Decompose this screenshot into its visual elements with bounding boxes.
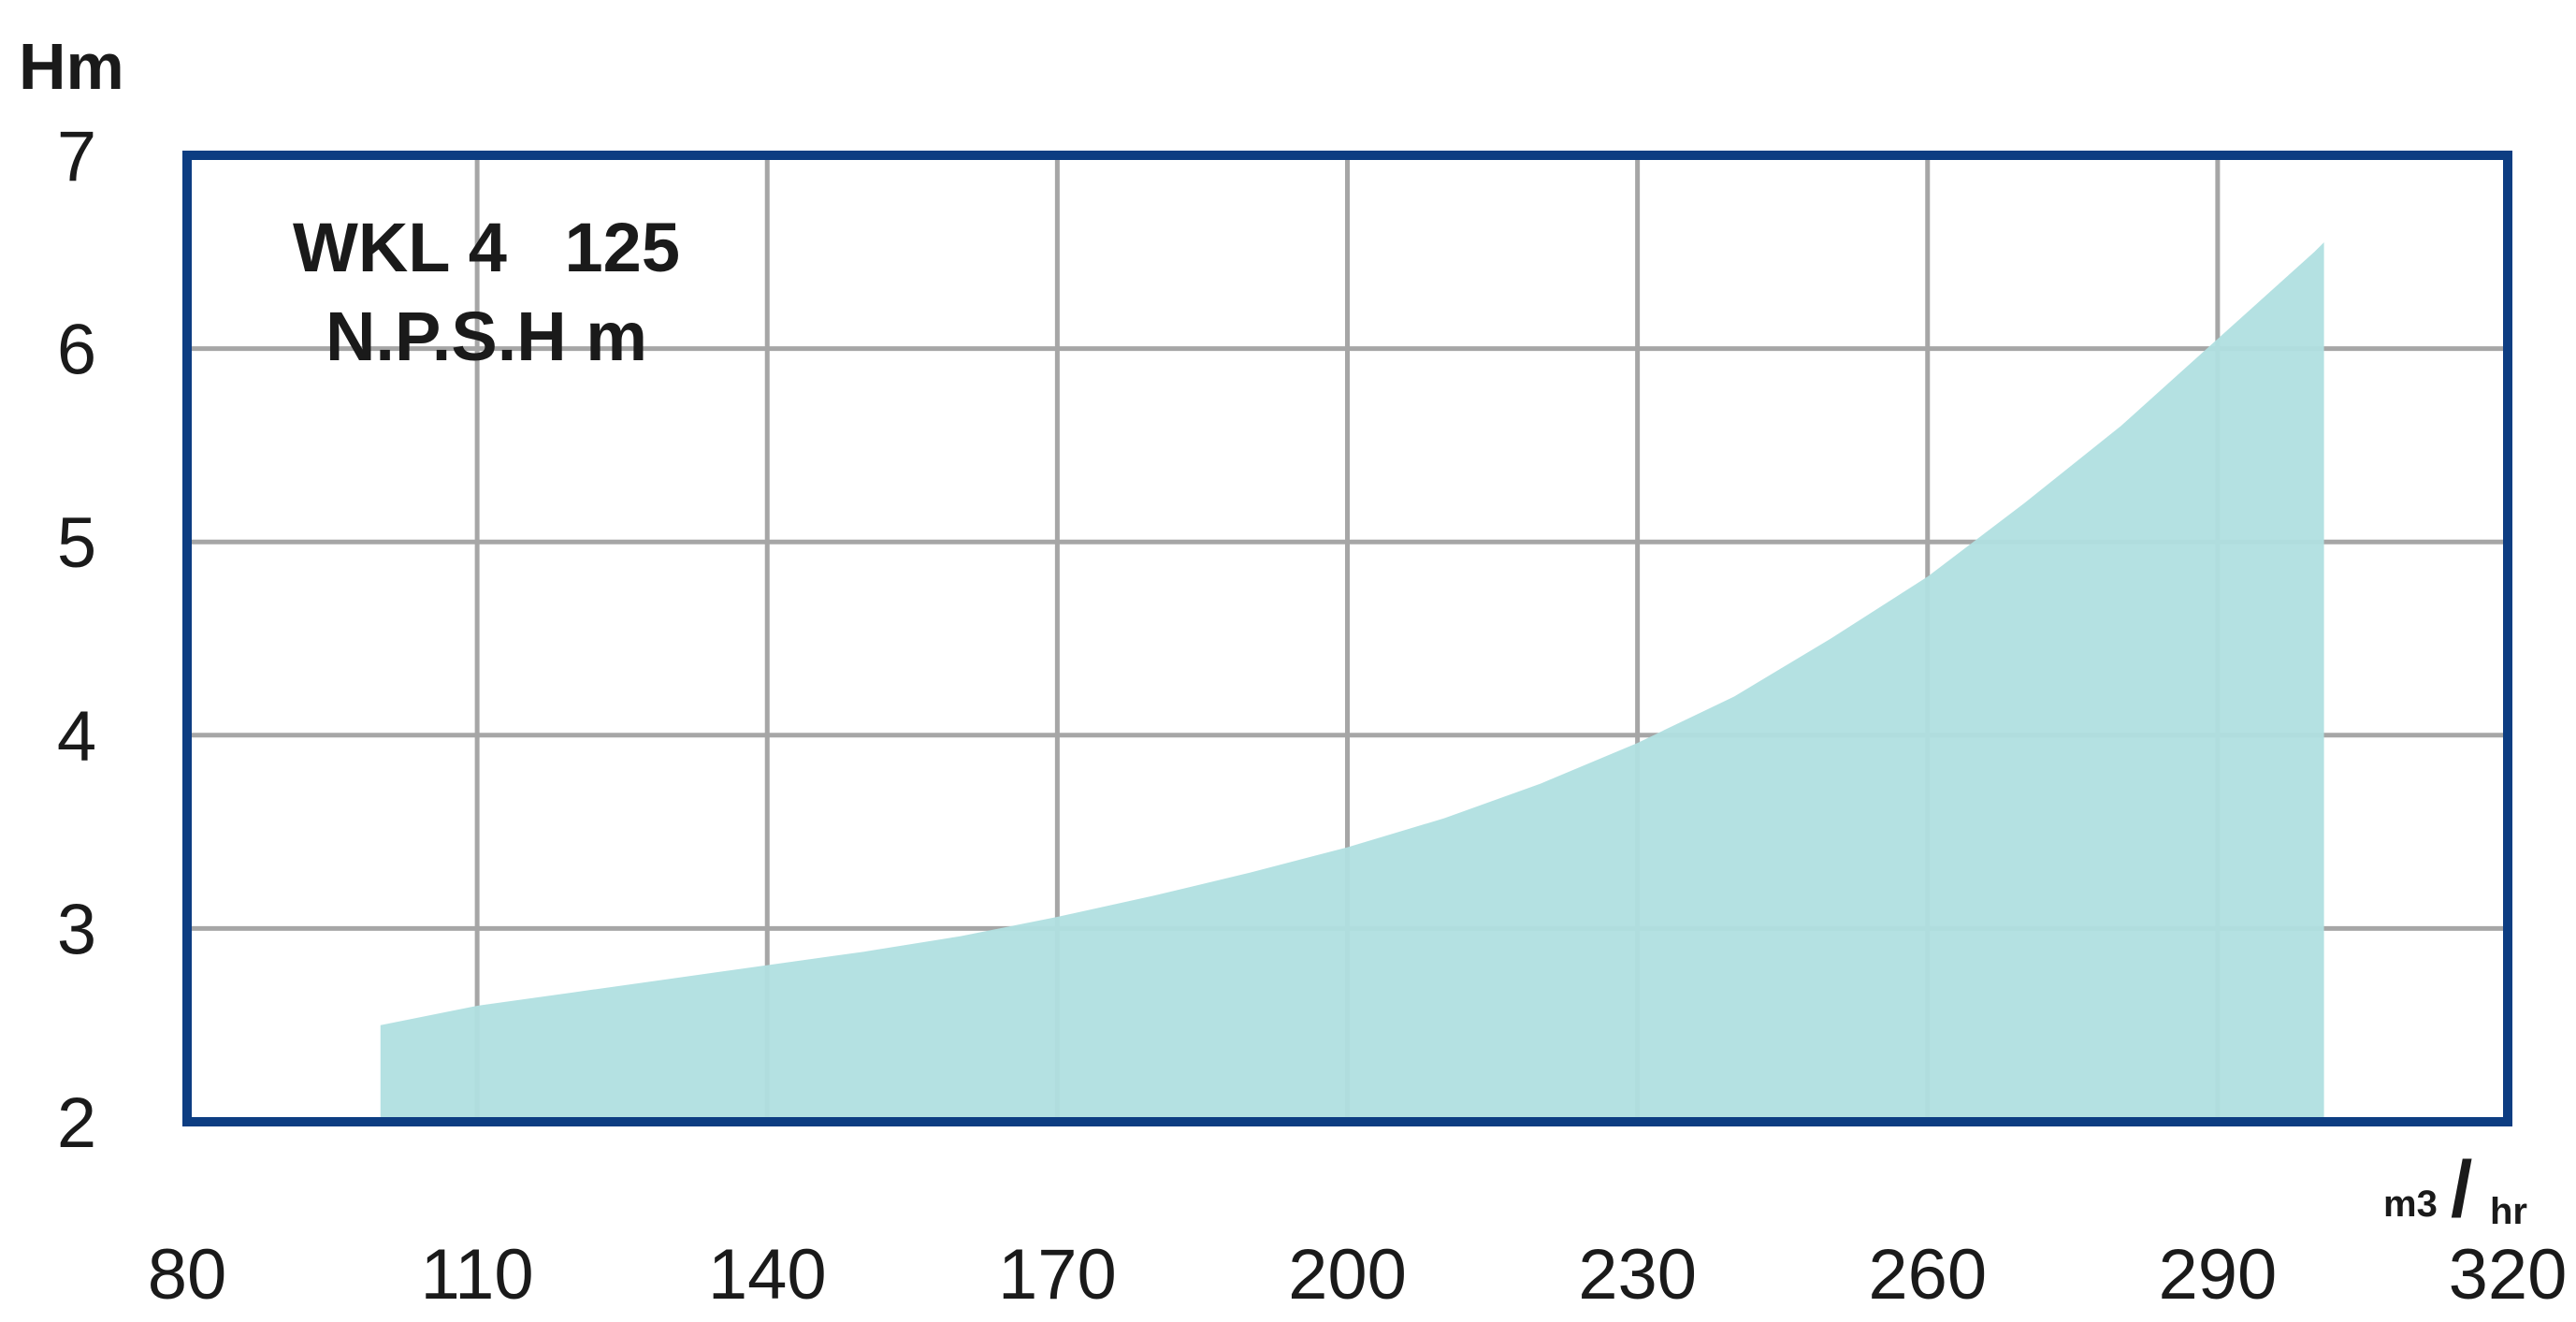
x-tick-label: 170 [998,1235,1117,1315]
y-tick-labels: 7 6 5 4 3 2 [57,117,96,1163]
x-tick-label: 200 [1288,1235,1407,1315]
x-tick-labels: 80 110 140 170 200 230 260 290 320 [148,1235,2568,1315]
plot-frame [182,151,2512,1126]
y-tick-label: 2 [57,1083,96,1163]
y-tick-label: 4 [57,697,96,777]
x-tick-label: 80 [148,1235,227,1315]
y-axis-label: Hm [19,30,124,103]
x-tick-label: 290 [2158,1235,2277,1315]
x-tick-label: 230 [1578,1235,1697,1315]
x-axis-unit-numerator: m3 [2383,1184,2438,1225]
x-tick-label: 140 [708,1235,827,1315]
x-axis-unit-slash: / [2451,1145,2472,1233]
x-axis-unit-denominator: hr [2490,1191,2527,1232]
chart-subtitle: N.P.S.H m [326,298,647,375]
y-tick-label: 6 [57,311,96,390]
chart-title: WKL 4 125 [293,209,680,286]
x-tick-label: 320 [2449,1235,2568,1315]
y-tick-label: 3 [57,890,96,969]
x-axis-unit: m3 [2383,1184,2438,1225]
series-area [380,241,2324,1123]
x-tick-label: 110 [421,1235,534,1315]
x-tick-label: 260 [1868,1235,1987,1315]
y-tick-label: 5 [57,503,96,583]
y-tick-label: 7 [57,117,96,196]
npsh-area [380,241,2324,1123]
plot-border [182,151,2512,1126]
